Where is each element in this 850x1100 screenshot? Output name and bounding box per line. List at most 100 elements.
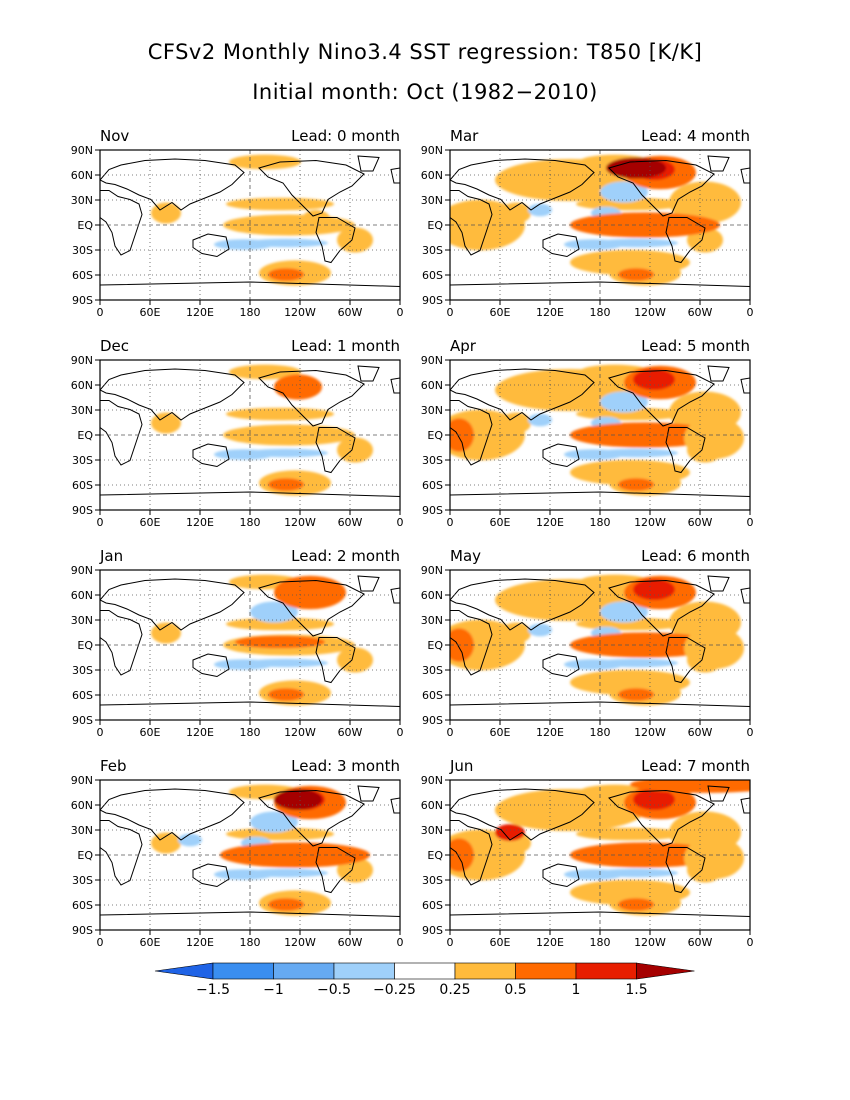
lat-tick-label: 60S (422, 479, 443, 492)
lat-tick-label: 90N (421, 774, 443, 787)
lon-tick-label: 120E (186, 726, 214, 739)
lon-tick-label: 120W (284, 516, 316, 529)
anomaly-region (633, 369, 675, 390)
continent-outline (542, 863, 580, 888)
lat-tick-label: 30S (72, 664, 93, 677)
anomaly-region (244, 448, 328, 458)
lon-tick-label: 60W (688, 306, 713, 319)
anomaly-region (268, 688, 304, 701)
lat-tick-label: 90N (421, 564, 443, 577)
lon-tick-label: 60W (338, 936, 363, 949)
continent-outline (740, 797, 750, 814)
lat-tick-label: EQ (427, 219, 443, 232)
lat-tick-label: 90N (71, 564, 93, 577)
colorbar-segment (212, 962, 274, 980)
grid-lines (450, 360, 750, 510)
grid-lines (100, 360, 400, 510)
lon-tick-label: 0 (747, 516, 754, 529)
continent-outline (665, 217, 706, 264)
anomaly-region (633, 579, 675, 600)
lat-tick-label: 30N (421, 614, 443, 627)
continent-outline (665, 427, 706, 474)
continent-outline (100, 578, 245, 631)
map-panel-mar: Mar Lead: 4 month 90N 60N 30N EQ 30S 60S 90S 0 60E… (421, 127, 754, 319)
colorbar-label: −0.5 (317, 982, 351, 998)
continent-outline (450, 400, 493, 466)
lat-tick-label: 30S (72, 874, 93, 887)
anomaly-region (618, 478, 654, 491)
lat-tick-label: 90N (421, 354, 443, 367)
colorbar-label: 0.25 (439, 982, 470, 998)
anomaly-region (594, 238, 678, 248)
lat-tick-label: 30N (421, 194, 443, 207)
colorbar-right-arrow (636, 962, 695, 980)
continent-outline (707, 575, 730, 592)
lat-tick-label: 90S (72, 714, 93, 727)
lat-tick-label: 60N (71, 589, 93, 602)
lon-tick-label: 0 (397, 936, 404, 949)
grid-lines (100, 150, 400, 300)
panel-month-label: Jun (449, 757, 473, 775)
colorbar-segment (394, 962, 456, 980)
anomaly-region (235, 635, 325, 649)
lat-tick-label: EQ (77, 429, 93, 442)
lon-tick-label: 0 (97, 516, 104, 529)
grid-lines (450, 570, 750, 720)
lon-tick-label: 60W (688, 936, 713, 949)
lon-tick-label: 0 (447, 936, 454, 949)
lon-tick-label: 180 (240, 516, 261, 529)
lon-tick-label: 120E (536, 306, 564, 319)
lat-tick-label: 60S (72, 899, 93, 912)
lat-tick-label: 30S (422, 664, 443, 677)
lat-tick-label: 60S (72, 269, 93, 282)
colorbar-label: −1.5 (196, 982, 230, 998)
panel-month-label: Jan (99, 547, 123, 565)
anomaly-region (528, 623, 552, 637)
continent-outline (740, 167, 750, 184)
lon-tick-label: 180 (240, 726, 261, 739)
colorbar-label: 0.5 (504, 982, 526, 998)
map-panel-jun: Jun Lead: 7 month 90N 60N 30N EQ 30S 60S 90S 0 60E… (421, 757, 754, 949)
lon-tick-label: 120E (536, 516, 564, 529)
anomaly-shading (151, 574, 373, 706)
lat-tick-label: 90S (72, 294, 93, 307)
anomaly-shading (450, 364, 744, 496)
lat-tick-label: 60S (422, 689, 443, 702)
lat-tick-label: EQ (427, 849, 443, 862)
figure-title-line-1: CFSv2 Monthly Nino3.4 SST regression: T8… (147, 40, 703, 64)
coastlines (100, 365, 400, 497)
lon-tick-label: 60W (338, 306, 363, 319)
continent-outline (665, 847, 706, 894)
lat-tick-label: 90N (421, 144, 443, 157)
anomaly-region (220, 842, 370, 868)
continent-outline (100, 190, 143, 256)
lat-tick-label: 90S (72, 504, 93, 517)
anomaly-region (684, 417, 744, 459)
panel-lead-label: Lead: 7 month (641, 757, 750, 775)
lon-tick-label: 0 (747, 936, 754, 949)
anomaly-region (684, 627, 744, 669)
anomaly-region (244, 658, 328, 668)
anomaly-region (606, 157, 666, 179)
anomaly-region (450, 838, 474, 872)
continent-outline (450, 578, 595, 631)
lat-tick-label: 90S (422, 294, 443, 307)
lat-tick-label: 60N (421, 799, 443, 812)
lat-tick-label: 60N (71, 379, 93, 392)
continent-outline (390, 587, 400, 604)
continent-outline (100, 788, 245, 841)
lat-tick-label: 90S (72, 924, 93, 937)
continent-outline (357, 365, 380, 382)
lon-tick-label: 0 (97, 306, 104, 319)
continent-outline (192, 443, 230, 468)
anomaly-region (450, 628, 474, 662)
colorbar-segment (333, 962, 395, 980)
map-panel-dec: Dec Lead: 1 month 90N 60N 30N EQ 30S 60S 90S 0 60E… (71, 337, 404, 529)
lon-tick-label: 120E (536, 726, 564, 739)
map-panel-apr: Apr Lead: 5 month 90N 60N 30N EQ 30S 60S 90S 0 60E… (421, 337, 754, 529)
anomaly-region (618, 688, 654, 701)
grid-lines (450, 780, 750, 930)
lat-tick-label: 60N (71, 799, 93, 812)
lon-tick-label: 180 (240, 306, 261, 319)
coastlines (100, 155, 400, 287)
